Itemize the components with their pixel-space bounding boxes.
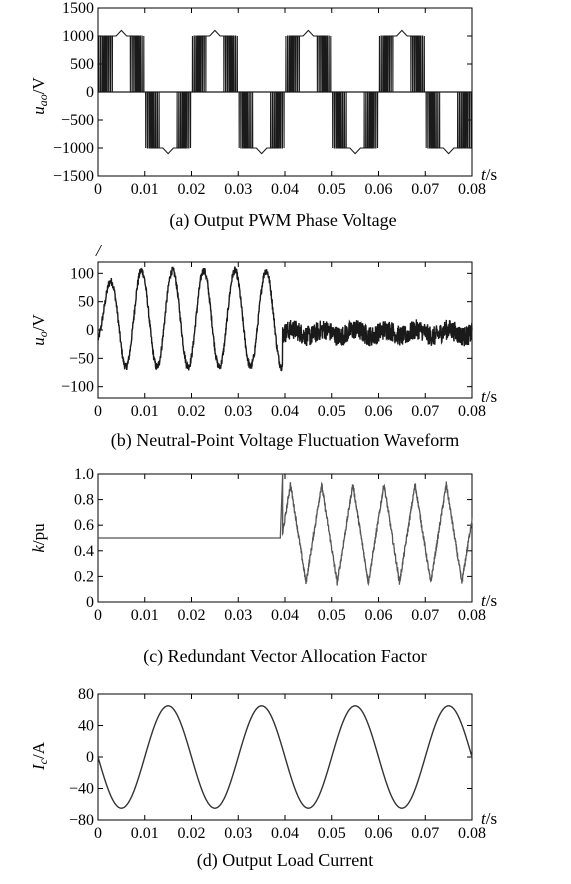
panel-d-x-tick-label: 0.08: [458, 825, 486, 842]
panel-b-x-tick-label: 0: [94, 403, 102, 420]
panel-d-y-tick-label: 40: [78, 718, 94, 735]
panel-c-y-tick-label: 0.2: [74, 568, 94, 585]
panel-b-neutral-voltage-series: [97, 266, 473, 372]
panel-c-y-tick-label: 0.4: [74, 543, 94, 560]
panel-b-x-tick-label: 0.04: [271, 403, 299, 420]
panel-c-x-tick-label: 0.05: [318, 607, 346, 624]
panel-c-y-tick-label: 0.6: [74, 517, 94, 534]
panel-b-neutral-point-voltage: (b) Neutral-Point Voltage Fluctuation Wa…: [29, 241, 497, 451]
panel-a-x-tick-label: 0.06: [365, 181, 393, 198]
panel-c-redundant-vector-factor: (c) Redundant Vector Allocation Factor k…: [29, 466, 497, 667]
panel-d-x-tick-label: 0.03: [224, 825, 252, 842]
panel-a-y-tick-label: −1000: [53, 140, 94, 157]
panel-d-y-tick-label: 80: [78, 686, 94, 703]
panel-a-y-tick-label: 0: [86, 84, 94, 101]
panel-c-y-tick-label: 0: [86, 594, 94, 611]
panel-d-x-tick-label: 0.01: [131, 825, 159, 842]
panel-d-x-tick-label: 0: [94, 825, 102, 842]
panel-a-x-tick-label: 0: [94, 181, 102, 198]
panel-d-load-current-series: [97, 705, 473, 809]
panel-d-x-tick-label: 0.06: [365, 825, 393, 842]
panel-b-y-tick-label: −50: [69, 350, 94, 367]
panel-b-x-tick-label: 0.02: [178, 403, 206, 420]
panel-c-x-tick-label: 0.08: [458, 607, 486, 624]
panel-b-caption: (b) Neutral-Point Voltage Fluctuation Wa…: [111, 430, 460, 451]
panel-d-y-tick-label: −40: [69, 781, 94, 798]
panel-b-x-tick-label: 0.07: [411, 403, 439, 420]
panel-a-y-tick-label: −1500: [53, 168, 94, 185]
panel-c-x-tick-label: 0.04: [271, 607, 299, 624]
panel-a-x-tick-label: 0.07: [411, 181, 439, 198]
panel-c-x-tick-label: 0.02: [178, 607, 206, 624]
panel-c-x-tick-label: 0.01: [131, 607, 159, 624]
panel-c-allocation-factor-series: [98, 473, 473, 587]
panel-b-x-axis-label: t/s: [481, 387, 497, 406]
panel-a-x-tick-label: 0.08: [458, 181, 486, 198]
panel-a-x-tick-label: 0.05: [318, 181, 346, 198]
panel-d-y-tick-label: 0: [86, 749, 94, 766]
panel-d-x-tick-label: 0.02: [178, 825, 206, 842]
panel-a-x-tick-label: 0.03: [224, 181, 252, 198]
panel-c-x-tick-label: 0: [94, 607, 102, 624]
panel-c-y-tick-label: 1.0: [74, 466, 94, 483]
panel-a-y-tick-label: 1500: [62, 0, 94, 17]
panel-a-x-tick-label: 0.01: [131, 181, 159, 198]
panel-b-y-axis-label: uo/V: [29, 314, 50, 346]
panel-c-y-axis-label: k/pu: [29, 523, 48, 553]
panel-a-y-axis-label: uao/V: [29, 77, 50, 115]
panel-d-x-axis-label: t/s: [481, 809, 497, 828]
panel-b-y-tick-label: 100: [70, 265, 94, 282]
panel-c-caption: (c) Redundant Vector Allocation Factor: [143, 646, 427, 667]
panel-b-x-tick-label: 0.03: [224, 403, 252, 420]
panel-a-y-tick-label: 500: [70, 56, 94, 73]
panel-d-output-load-current: (d) Output Load Current Ic/A t/s 0 0.01 0.…: [29, 686, 497, 871]
panel-a-caption: (a) Output PWM Phase Voltage: [169, 210, 396, 231]
panel-b-x-tick-label: 0.06: [365, 403, 393, 420]
panel-c-x-tick-label: 0.07: [411, 607, 439, 624]
panel-b-y-tick-label: 50: [78, 294, 94, 311]
panel-c-x-tick-label: 0.03: [224, 607, 252, 624]
panel-a-x-tick-label: 0.02: [178, 181, 206, 198]
panel-d-x-tick-label: 0.07: [411, 825, 439, 842]
panel-d-x-tick-label: 0.04: [271, 825, 299, 842]
panel-a-x-axis-label: t/s: [481, 165, 497, 184]
panel-b-x-tick-label: 0.08: [458, 403, 486, 420]
panel-c-x-tick-label: 0.06: [365, 607, 393, 624]
panel-d-caption: (d) Output Load Current: [197, 850, 373, 871]
panel-a-y-tick-label: −500: [61, 112, 94, 129]
panel-b-x-tick-label: 0.01: [131, 403, 159, 420]
panel-a-output-pwm-phase-voltage: (a) Output PWM Phase Voltage uao/V t/s 0…: [29, 0, 497, 231]
panel-b-y-tick-label: −100: [61, 379, 94, 396]
panel-b-stray-label: /: [95, 241, 103, 260]
panel-c-y-tick-label: 0.8: [74, 492, 94, 509]
panel-d-y-tick-label: −80: [69, 812, 94, 829]
panel-d-x-tick-label: 0.05: [318, 825, 346, 842]
panel-a-x-tick-label: 0.04: [271, 181, 299, 198]
panel-b-x-tick-label: 0.05: [318, 403, 346, 420]
panel-c-x-axis-label: t/s: [481, 591, 497, 610]
panel-a-y-tick-label: 1000: [62, 28, 94, 45]
panel-b-y-tick-label: 0: [86, 322, 94, 339]
panel-d-y-axis-label: Ic/A: [29, 741, 50, 771]
